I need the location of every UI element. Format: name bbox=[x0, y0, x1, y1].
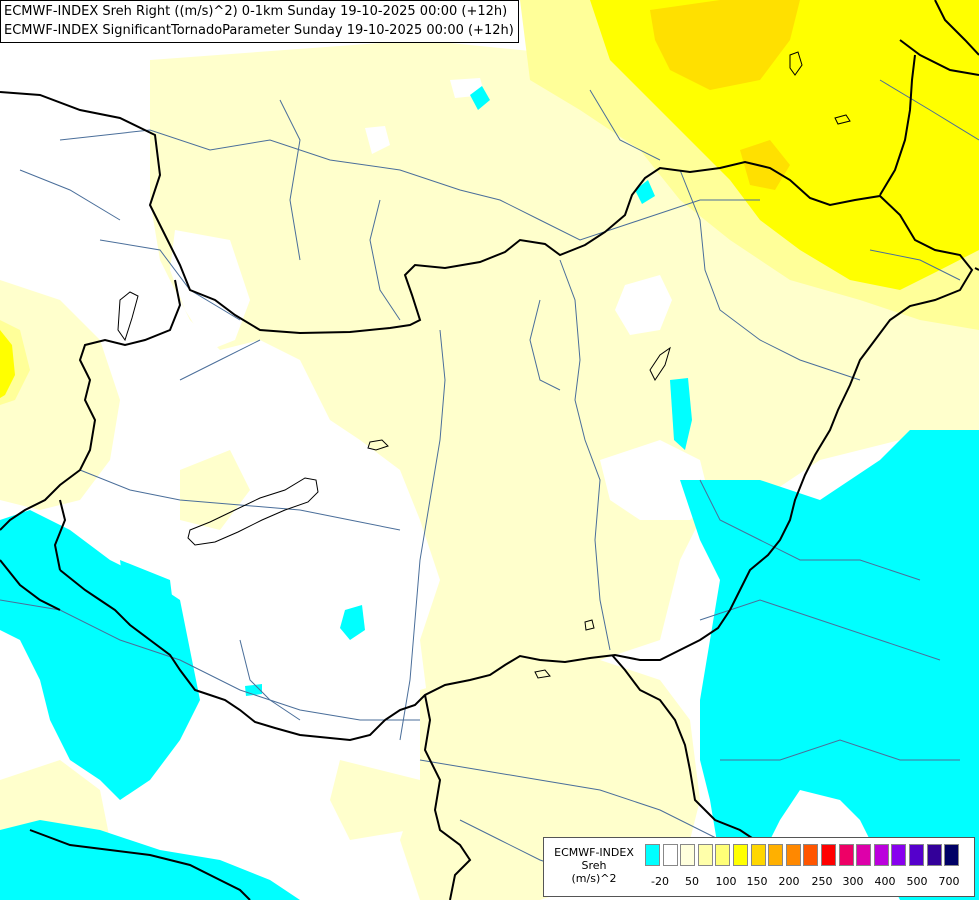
legend-swatch bbox=[645, 844, 660, 866]
legend-swatch bbox=[838, 844, 854, 866]
legend-swatch bbox=[891, 844, 907, 866]
legend-swatch bbox=[785, 844, 801, 866]
legend-tick-label: 150 bbox=[746, 875, 768, 888]
legend-swatch bbox=[680, 844, 696, 866]
legend-tick-label: 100 bbox=[715, 875, 737, 888]
legend-swatch bbox=[803, 844, 819, 866]
legend-tick-label: 700 bbox=[938, 875, 960, 888]
legend-label: ECMWF-INDEX Sreh (m/s)^2 bbox=[544, 838, 644, 896]
legend-swatch bbox=[733, 844, 748, 866]
legend-swatch bbox=[944, 844, 960, 866]
legend-unit: (m/s)^2 bbox=[571, 872, 617, 885]
legend-tick-label: -20 bbox=[651, 875, 669, 888]
legend-swatch bbox=[821, 844, 836, 866]
legend-tick-label: 200 bbox=[778, 875, 800, 888]
legend-tick-label: 50 bbox=[685, 875, 699, 888]
river-network bbox=[0, 79, 979, 881]
color-legend: ECMWF-INDEX Sreh (m/s)^2 -20 50 100 150 200 2… bbox=[543, 837, 975, 897]
legend-swatch bbox=[750, 844, 766, 866]
legend-swatch bbox=[909, 844, 924, 866]
legend-source: ECMWF-INDEX bbox=[554, 846, 634, 859]
legend-swatch bbox=[926, 844, 942, 866]
lake-outlines bbox=[117, 51, 851, 679]
legend-variable: Sreh bbox=[581, 859, 607, 872]
legend-swatch bbox=[873, 844, 889, 866]
legend-swatch bbox=[697, 844, 713, 866]
legend-swatch bbox=[768, 844, 784, 866]
legend-tick-label: 400 bbox=[874, 875, 896, 888]
sreh-white-patches bbox=[170, 78, 710, 520]
sreh-gold-areas bbox=[650, 0, 800, 190]
legend-tick-label: 500 bbox=[906, 875, 928, 888]
title-line-stp: ECMWF-INDEX SignificantTornadoParameter … bbox=[4, 23, 514, 38]
sreh-cyan-areas bbox=[0, 86, 979, 900]
legend-swatch bbox=[856, 844, 872, 866]
legend-swatch bbox=[662, 844, 678, 866]
map-title: ECMWF-INDEX Sreh Right ((m/s)^2) 0-1km S… bbox=[0, 0, 519, 43]
legend-tick-label: 300 bbox=[842, 875, 864, 888]
legend-swatch bbox=[715, 844, 731, 866]
title-line-sreh: ECMWF-INDEX Sreh Right ((m/s)^2) 0-1km S… bbox=[4, 4, 508, 19]
legend-tick-label: 250 bbox=[811, 875, 833, 888]
